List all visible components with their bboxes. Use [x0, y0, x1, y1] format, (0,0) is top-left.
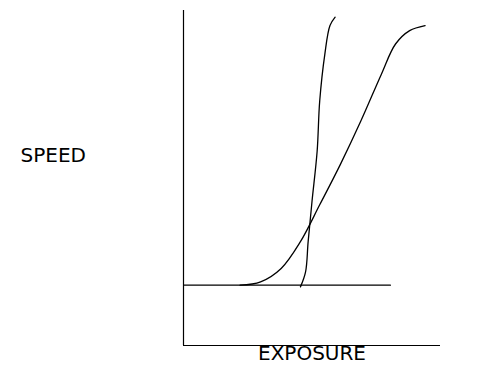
svg-text:EXPOSURE: EXPOSURE: [258, 341, 366, 365]
svg-text:SPEED: SPEED: [21, 143, 86, 167]
